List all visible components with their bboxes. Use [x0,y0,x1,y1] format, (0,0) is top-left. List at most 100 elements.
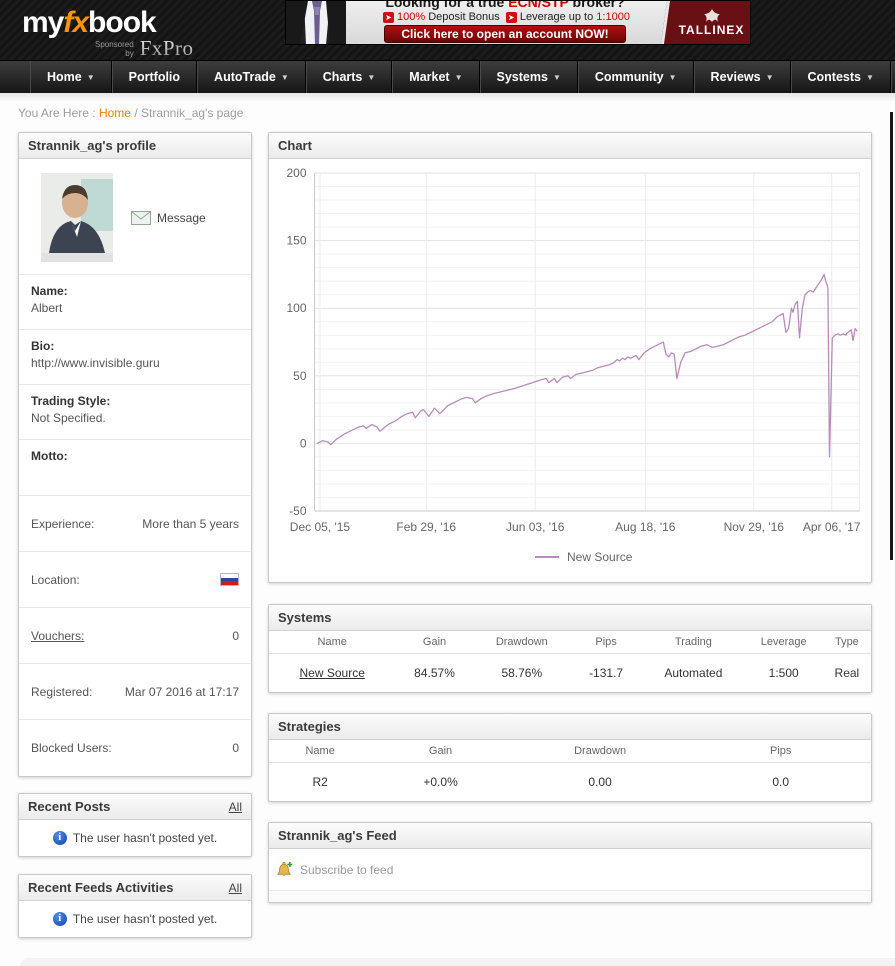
nav-item-community[interactable]: Community ▼ [577,61,694,93]
avatar-photo-graphic [41,173,113,253]
system-pips: -131.7 [589,666,624,680]
recent-feeds-empty: i The user hasn't posted yet. [19,901,251,937]
chart-panel-header: Chart [269,133,871,159]
recent-posts-panel: Recent Posts All i The user hasn't poste… [18,793,252,857]
systems-title: Systems [278,610,332,625]
recent-feeds-all-link[interactable]: All [228,880,242,895]
nav-item-reviews[interactable]: Reviews ▼ [693,61,791,93]
avatar-row: Message [19,159,251,275]
strategy-gain: +0.0% [423,775,458,789]
recent-feeds-panel: Recent Feeds Activities All i The user h… [18,874,252,938]
top-header: myfxbook Sponsored by FxPro Looking for a… [0,0,895,60]
chart-title: Chart [278,138,312,153]
nav-item-market[interactable]: Market ▼ [392,61,480,93]
profile-field-bio: Bio: http://www.invisible.guru [19,330,251,385]
breadcrumb-prefix: You Are Here : [18,106,96,120]
chevron-down-icon: ▼ [765,72,774,82]
recent-posts-title: Recent Posts [28,799,111,814]
footer-strip [20,958,895,966]
banner-offers: ➤ 100% Deposit Bonus ➤ Leverage up to 1:10… [346,11,664,23]
nav-item-home[interactable]: Home ▼ [30,61,112,93]
systems-col-trading: Trading [642,631,745,654]
strategies-panel-header: Strategies [269,714,871,740]
red-arrow-icon: ➤ [383,11,395,23]
profile-field-location: Location: [19,552,251,608]
systems-col-name: Name [269,631,396,654]
profile-field-experience: Experience: More than 5 years [19,496,251,552]
chevron-down-icon: ▼ [552,72,561,82]
envelope-icon [131,210,151,225]
feed-subscribe-row[interactable]: Subscribe to feed [269,849,871,890]
systems-col-gain: Gain [395,631,474,654]
system-drawdown: 58.76% [501,666,543,680]
strategy-name: R2 [312,775,328,789]
nav-item-charts[interactable]: Charts ▼ [305,61,393,93]
chevron-down-icon: ▼ [668,72,677,82]
banner-cta-button[interactable]: Click here to open an account NOW! [384,25,626,43]
strategies-col-pips: Pips [690,740,871,763]
left-sidebar: Strannik_ag's profile [18,132,252,938]
feed-title: Strannik_ag's Feed [278,828,397,843]
info-icon: i [52,831,67,845]
nav-item-contests[interactable]: Contests ▼ [790,61,891,93]
info-icon: i [52,912,67,926]
svg-text:Dec 05, '15: Dec 05, '15 [290,520,351,534]
main-nav: Home ▼ Portfolio AutoTrade ▼ Charts ▼ Marke… [0,60,895,93]
svg-text:Aug 18, '16: Aug 18, '16 [615,520,676,534]
breadcrumb-home-link[interactable]: Home [98,106,131,120]
nav-item-autotrade[interactable]: AutoTrade ▼ [197,61,306,93]
svg-text:Apr 06, '17: Apr 06, '17 [803,520,861,534]
strategies-table-row: R2 +0.0% 0.00 0.0 [269,763,871,802]
fxpro-logo: FxPro [139,36,194,60]
nav-item-portfolio[interactable]: Portfolio [111,61,198,93]
svg-text:100: 100 [286,301,306,315]
system-leverage: 1:500 [768,666,799,680]
profile-field-name: Name: Albert [19,275,251,330]
red-arrow-icon: ➤ [505,11,517,23]
strategy-drawdown: 0.00 [588,775,612,789]
systems-table-row: New Source 84.57% 58.76% -131.7 Automate… [269,654,871,693]
systems-col-drawdown: Drawdown [473,631,570,654]
avatar[interactable] [41,173,113,253]
myfxbook-logo[interactable]: myfxbook [22,6,157,39]
sponsor-block[interactable]: Sponsored by FxPro [95,36,194,61]
systems-col-pips: Pips [569,631,643,654]
system-trading: Automated [664,666,723,680]
system-gain: 84.57% [414,666,455,680]
profile-field-vouchers: Vouchers: 0 [19,608,251,664]
systems-col-leverage: Leverage [744,631,823,654]
chart-body: 200 150 100 50 0 -50 Dec 05, '15 Feb 29, '16 Jun… [269,159,871,582]
nav-item-brokers[interactable]: Brokers▼ [890,61,895,93]
system-name-link[interactable]: New Source [299,666,365,680]
profile-field-blocked-users: Blocked Users: 0 [31,741,239,755]
equity-line-chart[interactable]: 200 150 100 50 0 -50 Dec 05, '15 Feb 29, '16 Jun… [269,161,871,573]
chevron-down-icon: ▼ [454,72,463,82]
profile-field-registered: Registered: Mar 07 2016 at 17:17 [19,664,251,720]
tallinex-banner-ad[interactable]: Looking for a true ECN/STP broker? ➤ 100%… [285,0,751,45]
profile-field-trading-style: Trading Style: Not Specified. [19,385,251,440]
subscribe-to-feed-label: Subscribe to feed [300,862,394,877]
vouchers-link[interactable]: Vouchers: [31,628,85,643]
avatar-caption-strip [41,253,113,262]
systems-table-header-row: Name Gain Drawdown Pips Trading Leverage… [269,631,871,654]
russia-flag-icon [220,573,239,586]
strategies-col-gain: Gain [371,740,510,763]
systems-table: Name Gain Drawdown Pips Trading Leverage… [269,631,871,692]
message-label: Message [157,210,206,225]
recent-posts-all-link[interactable]: All [228,799,242,814]
nav-item-systems[interactable]: Systems ▼ [479,61,578,93]
profile-panel: Strannik_ag's profile [18,132,252,777]
profile-panel-header: Strannik_ag's profile [19,133,251,159]
bell-subscribe-icon [277,861,293,876]
breadcrumb-separator: / [134,106,138,120]
message-link[interactable]: Message [131,210,206,225]
systems-panel-header: Systems [269,605,871,631]
svg-text:-50: -50 [289,504,307,518]
svg-text:50: 50 [293,369,307,383]
svg-text:New Source: New Source [567,550,633,564]
recent-posts-empty: i The user hasn't posted yet. [19,820,251,856]
logo-my: my [22,6,64,39]
svg-text:150: 150 [286,234,306,248]
suit-man-graphic [286,1,346,44]
feed-panel: Strannik_ag's Feed Subscribe to feed [268,822,872,903]
